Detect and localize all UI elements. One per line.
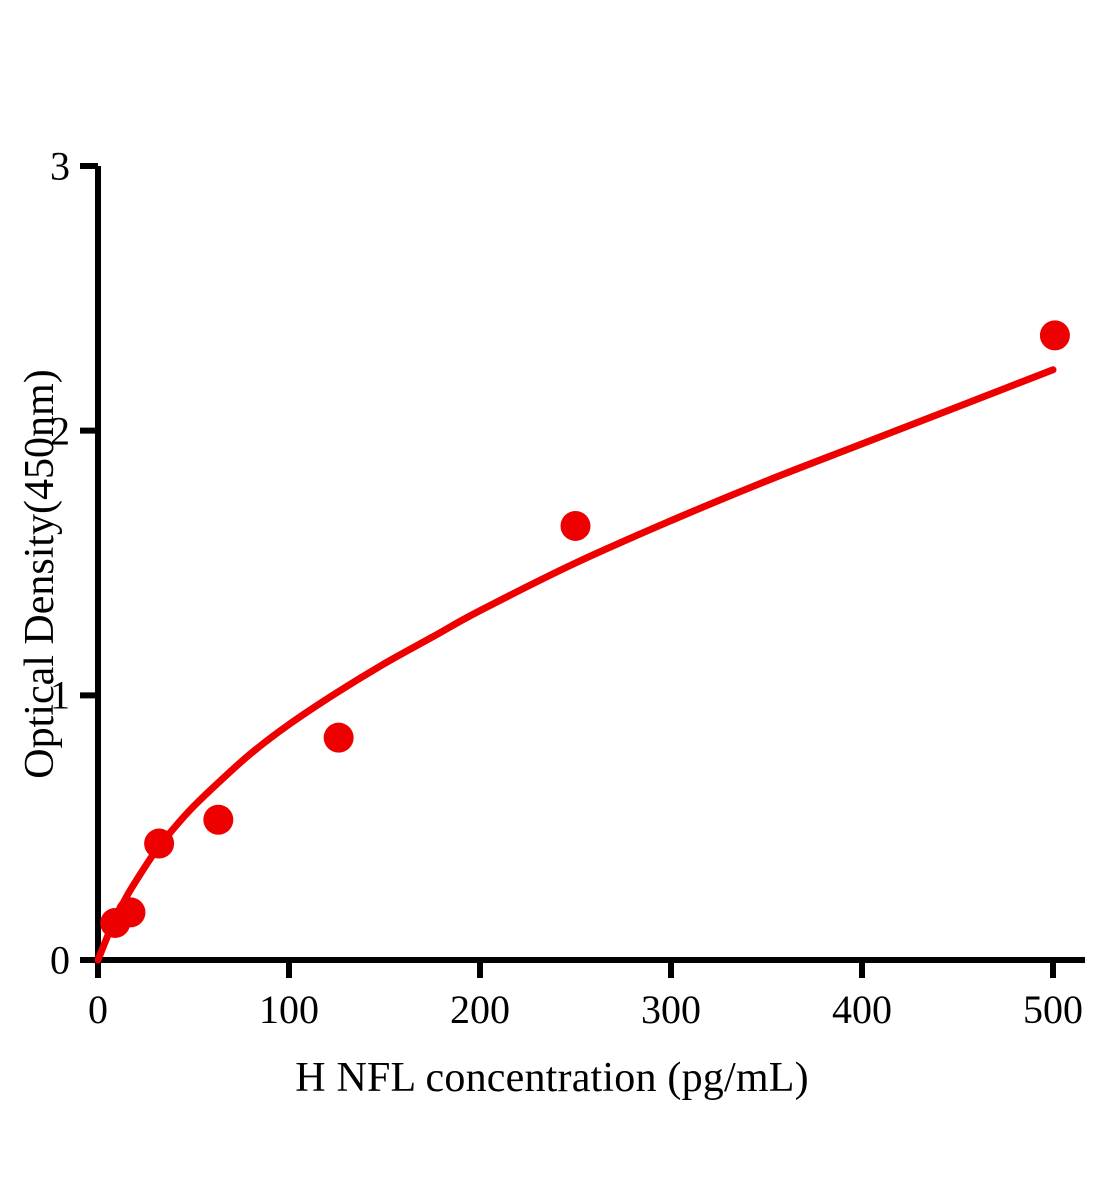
data-point [144,828,175,859]
y-tick-label: 3 [50,143,70,189]
x-tick-label: 500 [1023,987,1083,1032]
data-point [1039,320,1070,351]
x-tick-label: 300 [641,987,701,1032]
data-point [203,804,234,835]
data-point [115,897,146,928]
y-tick-label: 2 [50,408,70,454]
x-tick-label: 200 [450,987,510,1032]
y-tick-label: 1 [50,672,70,718]
y-tick-label: 0 [50,937,70,983]
data-points [100,320,1070,938]
fit-curve [94,366,1057,964]
axes-group [80,163,1085,978]
data-point [560,510,591,541]
data-point [323,722,354,753]
x-tick-label: 100 [259,987,319,1032]
x-tick-label: 0 [88,987,108,1032]
x-tick-label: 400 [832,987,892,1032]
x-axis-title: H NFL concentration (pg/mL) [295,1055,809,1101]
